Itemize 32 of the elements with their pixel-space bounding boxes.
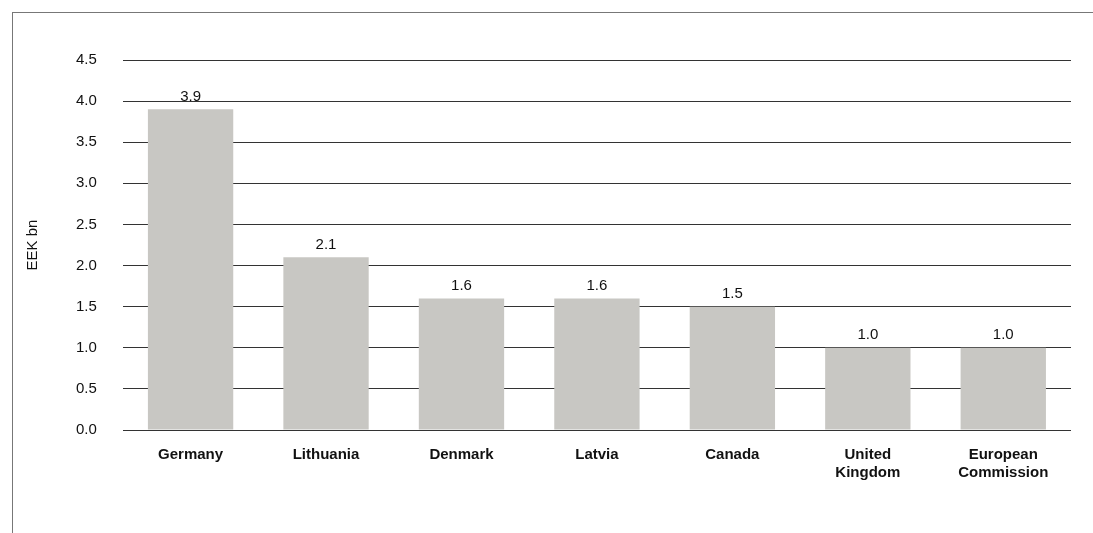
x-tick-label: Lithuania	[292, 445, 361, 463]
data-label: 1.6	[586, 276, 608, 294]
bar	[554, 298, 640, 430]
bar	[689, 306, 776, 430]
bar	[960, 347, 1046, 430]
y-tick-label: 3.5	[75, 132, 97, 150]
data-label: 1.6	[451, 276, 472, 294]
y-tick-label: 4.0	[75, 91, 97, 109]
data-label: 2.1	[315, 234, 337, 252]
y-tick-label: 3.0	[75, 173, 97, 191]
y-tick-label: 0.5	[75, 379, 97, 397]
x-tick-label: United Kingdom	[835, 445, 901, 481]
y-axis-title: EEK bn	[23, 219, 41, 271]
data-label: 1.0	[992, 325, 1014, 343]
data-label: 1.0	[857, 325, 879, 343]
data-label: 1.5	[721, 284, 743, 302]
y-tick-label: 1.0	[75, 337, 97, 355]
bar	[418, 298, 505, 430]
bar	[825, 347, 911, 430]
y-tick-label: 0.0	[75, 420, 97, 438]
bar	[147, 109, 234, 430]
bar	[283, 257, 369, 430]
y-tick-label: 4.5	[75, 50, 97, 68]
x-tick-label: Canada	[705, 445, 761, 463]
x-tick-label: Latvia	[575, 445, 620, 463]
y-tick-label: 2.5	[75, 214, 97, 232]
x-tick-label: Germany	[158, 445, 224, 463]
x-tick-label: Denmark	[429, 445, 495, 463]
x-tick-label: European Commission	[958, 445, 1049, 481]
y-tick-label: 2.0	[75, 255, 97, 273]
data-label: 3.9	[180, 86, 202, 104]
y-tick-label: 1.5	[75, 296, 97, 314]
